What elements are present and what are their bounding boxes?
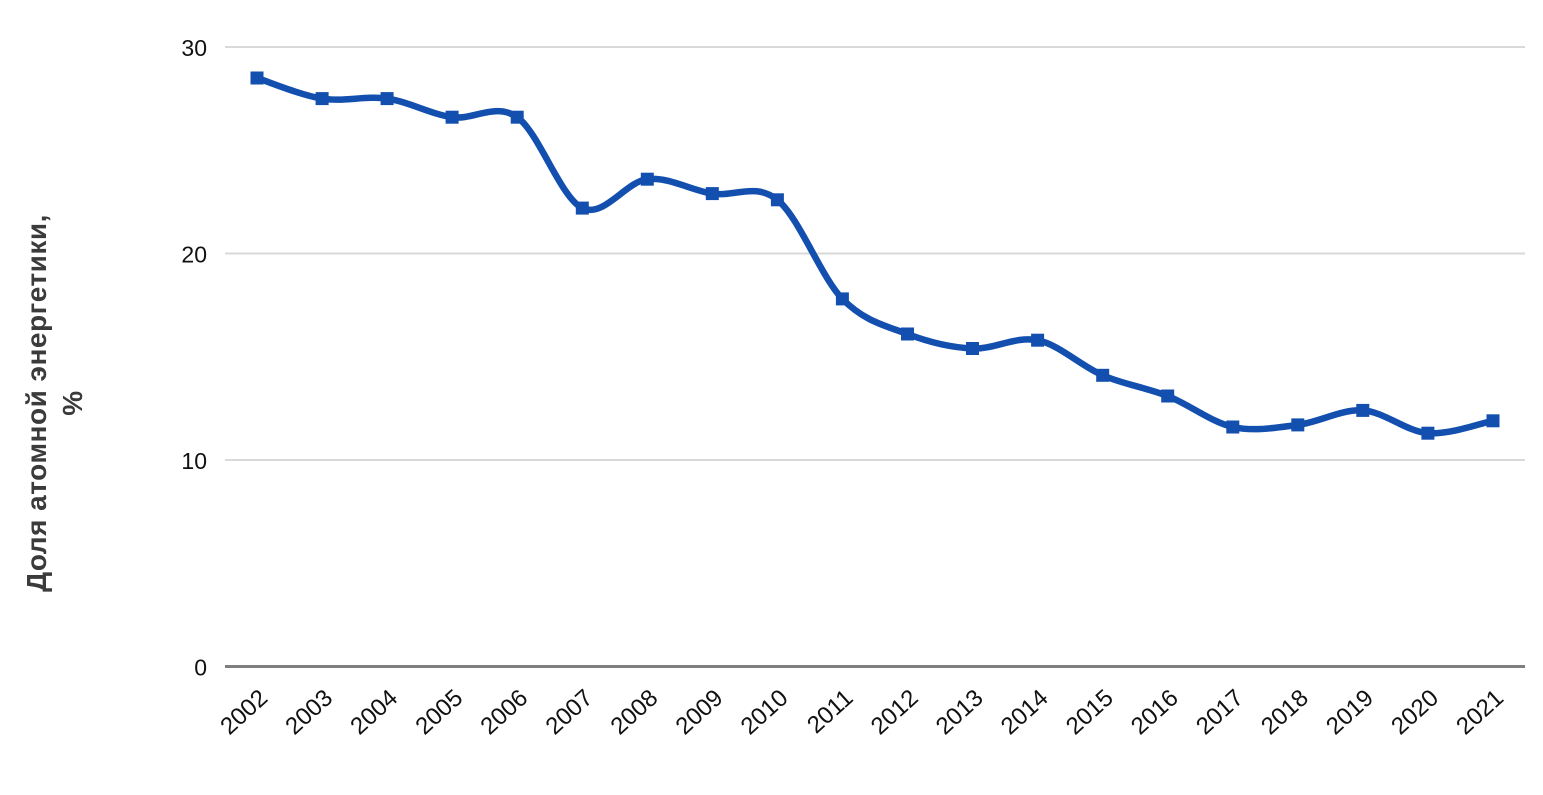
y-tick-label-30: 30	[181, 35, 207, 61]
data-point-2005	[445, 110, 459, 124]
data-point-2018	[1291, 418, 1305, 432]
x-tick-label-2010: 2010	[736, 684, 794, 740]
data-point-2008	[640, 172, 654, 186]
x-tick-label-2004: 2004	[345, 684, 403, 740]
series-line	[253, 74, 1497, 437]
data-point-2003	[315, 92, 329, 106]
x-tick-label-2014: 2014	[996, 684, 1054, 740]
x-tick-label-2011: 2011	[802, 684, 858, 739]
data-point-2020	[1421, 426, 1435, 440]
x-tick-label-2002: 2002	[215, 684, 273, 740]
data-point-2004	[380, 92, 394, 106]
data-point-2006	[510, 110, 524, 124]
x-tick-label-2008: 2008	[606, 684, 664, 740]
data-point-2009	[705, 187, 719, 201]
y-tick-label-20: 20	[181, 242, 207, 268]
x-tick-label-2016: 2016	[1126, 684, 1184, 740]
data-point-2012	[901, 327, 914, 341]
x-tick-label-2009: 2009	[671, 684, 729, 740]
x-tick-label-2020: 2020	[1386, 684, 1444, 740]
data-point-2021	[1486, 414, 1500, 428]
data-point-2011	[835, 292, 849, 306]
x-tick-label-2021: 2021	[1451, 684, 1509, 740]
x-tick-label-2019: 2019	[1321, 684, 1379, 740]
y-tick-label-0: 0	[194, 655, 207, 681]
data-point-2016	[1161, 389, 1175, 403]
data-point-2017	[1226, 420, 1240, 434]
x-tick-label-2015: 2015	[1061, 684, 1119, 740]
x-tick-label-2012: 2012	[866, 684, 924, 740]
data-point-2019	[1356, 403, 1370, 417]
data-point-2014	[1031, 333, 1045, 347]
x-tick-label-2017: 2017	[1191, 684, 1249, 740]
x-tick-label-2013: 2013	[931, 684, 989, 740]
data-point-2010	[770, 193, 784, 207]
x-tick-label-2007: 2007	[541, 684, 599, 740]
x-tick-label-2018: 2018	[1256, 684, 1314, 740]
x-tick-label-2003: 2003	[280, 684, 338, 740]
data-point-2007	[575, 201, 589, 215]
x-tick-label-2006: 2006	[475, 684, 533, 740]
data-point-2002	[250, 71, 264, 85]
data-point-2013	[966, 342, 979, 355]
y-tick-label-10: 10	[181, 448, 207, 474]
x-tick-label-2005: 2005	[410, 684, 468, 740]
data-point-2015	[1096, 368, 1110, 382]
